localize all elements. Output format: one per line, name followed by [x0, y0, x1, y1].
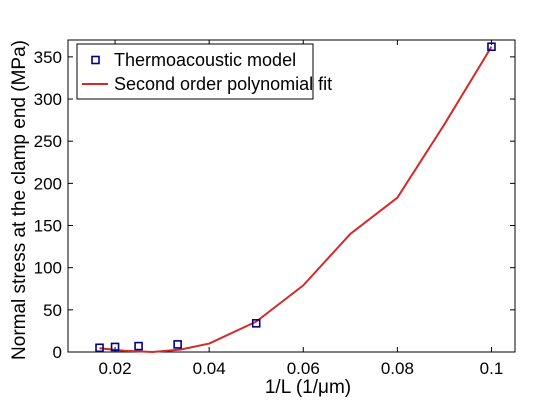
y-tick-label: 50	[43, 301, 62, 320]
legend-label: Thermoacoustic model	[114, 50, 296, 70]
data-point	[110, 342, 120, 352]
data-point	[487, 42, 496, 52]
x-axis-label: 1/L (1/μm)	[265, 377, 351, 398]
data-point	[173, 340, 182, 349]
legend-marker	[91, 55, 100, 65]
x-tick-label: 0.06	[287, 359, 320, 378]
x-tick-label: 0.08	[381, 359, 414, 378]
y-tick-label: 350	[34, 48, 62, 67]
data-point	[134, 341, 143, 351]
legend-box	[76, 43, 314, 100]
y-tick-label: 0	[53, 343, 62, 362]
series-layer	[95, 42, 496, 353]
y-axis-label: Normal stress at the clamp end (MPa)	[9, 40, 30, 360]
data-point	[251, 319, 261, 328]
ticks: 0.02 0.04 0.06 0.08 0.1 0 50 100 150 200 250 300 350	[34, 40, 515, 378]
y-tick-label: 200	[34, 174, 62, 193]
x-tick-label: 0.02	[99, 359, 132, 378]
y-tick-label: 150	[34, 217, 62, 236]
data-point	[95, 343, 104, 353]
x-tick-label: 0.04	[193, 359, 226, 378]
y-tick-label: 100	[34, 259, 62, 278]
legend: Thermoacoustic model Second order polynom…	[76, 43, 332, 100]
legend-label: Second order polynomial fit	[114, 74, 332, 94]
fit-line	[99, 46, 493, 353]
y-tick-label: 300	[34, 90, 62, 109]
x-tick-label: 0.1	[480, 359, 504, 378]
y-tick-label: 250	[34, 132, 62, 151]
